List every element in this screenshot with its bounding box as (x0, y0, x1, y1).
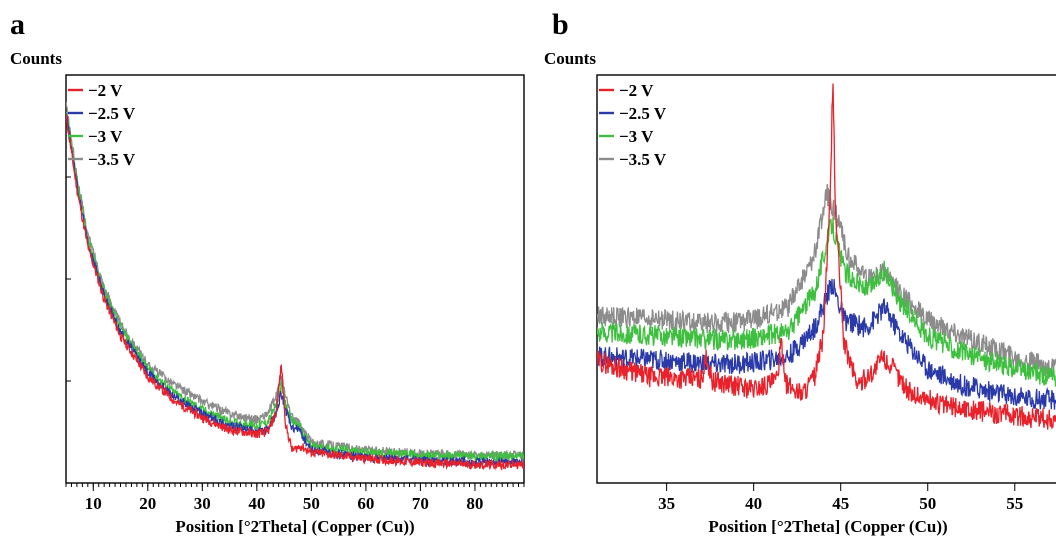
x-tick-label: 45 (832, 494, 849, 513)
legend-label: −3 V (619, 127, 654, 146)
legend-label: −2 V (619, 81, 654, 100)
panel-b-xlabel: Position [°2Theta] (Copper (Cu)) (708, 517, 947, 536)
legend-label: −3.5 V (619, 150, 667, 169)
panel-a-letter: a (10, 8, 25, 41)
series-line (597, 278, 1056, 410)
x-tick-label: 20 (139, 494, 156, 513)
panel-b: b Counts 35 40 45 50 55 −2 V −2.5 V −3 V −3.5 V… (544, 8, 1056, 536)
series-line (597, 83, 1056, 430)
x-tick-label: 40 (745, 494, 762, 513)
series-line (66, 114, 524, 471)
x-tick-label: 80 (466, 494, 483, 513)
x-tick-label: 50 (303, 494, 320, 513)
legend-label: −2 V (88, 81, 123, 100)
panel-b-legend: −2 V −2.5 V −3 V −3.5 V (599, 81, 667, 169)
panel-b-plot-frame (596, 74, 1056, 484)
panel-a-ylabel: Counts (10, 49, 62, 68)
legend-label: −2.5 V (619, 104, 667, 123)
x-tick-label: 55 (1006, 494, 1023, 513)
series-line (66, 111, 524, 464)
series-line (597, 183, 1056, 378)
legend-label: −3 V (88, 127, 123, 146)
panel-a-x-ticks: 10 20 30 40 50 60 70 80 (65, 483, 525, 513)
panel-b-series (597, 83, 1056, 430)
x-tick-label: 35 (658, 494, 675, 513)
legend-label: −3.5 V (88, 150, 136, 169)
series-line (597, 217, 1056, 388)
panel-b-x-ticks: 35 40 45 50 55 (658, 483, 1023, 513)
legend-label: −2.5 V (88, 104, 136, 123)
panel-a-y-ticks (66, 176, 71, 382)
panel-b-letter: b (552, 8, 569, 41)
panel-a-series (66, 101, 524, 471)
x-tick-label: 60 (357, 494, 374, 513)
x-tick-label: 50 (919, 494, 936, 513)
panel-a-legend: −2 V −2.5 V −3 V −3.5 V (68, 81, 136, 169)
x-tick-label: 10 (85, 494, 102, 513)
x-tick-label: 70 (412, 494, 429, 513)
panel-b-ylabel: Counts (544, 49, 596, 68)
panel-a: a Counts 10 20 30 40 50 60 70 80 −2 V −2.5 V −3 V… (10, 8, 525, 536)
x-tick-label: 30 (194, 494, 211, 513)
panel-a-xlabel: Position [°2Theta] (Copper (Cu)) (175, 517, 414, 536)
x-tick-label: 40 (248, 494, 265, 513)
